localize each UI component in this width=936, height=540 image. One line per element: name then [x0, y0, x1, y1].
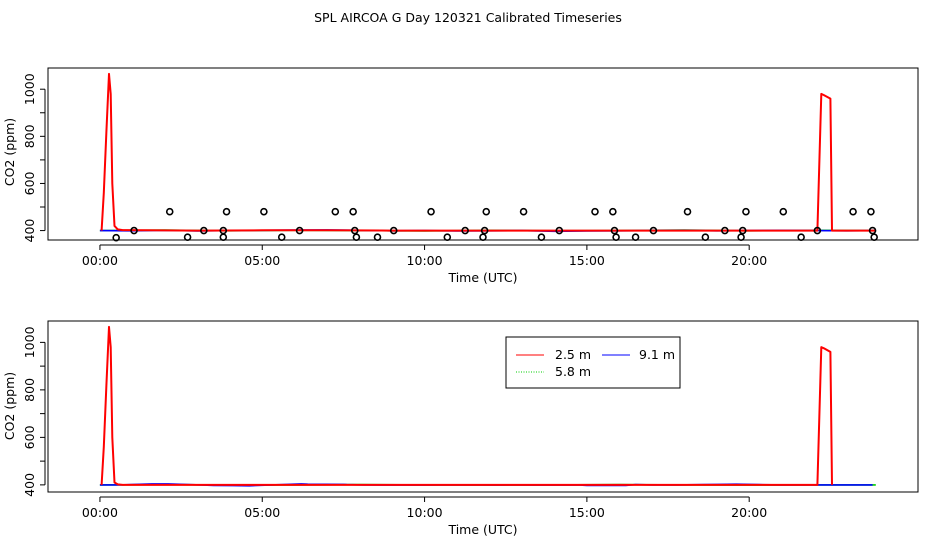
- data-point-marker: [200, 226, 208, 235]
- legend-box: [505, 336, 681, 389]
- data-point-marker: [683, 207, 692, 216]
- x-axis-ticks: 00:00 05:00 10:00 15:00 20:00: [82, 244, 767, 268]
- plot-frame: [47, 320, 919, 493]
- data-point-marker: [555, 226, 564, 235]
- data-point-marker: [427, 207, 435, 216]
- data-point-marker: [649, 226, 658, 235]
- x-tick-label: 00:00: [82, 253, 118, 268]
- figure-title: SPL AIRCOA G Day 120321 Calibrated Times…: [314, 10, 622, 25]
- series-layer: [99, 72, 876, 233]
- data-point-marker: [701, 233, 710, 241]
- data-point-marker: [737, 233, 745, 241]
- data-point-marker: [721, 226, 729, 235]
- data-point-marker: [479, 233, 487, 241]
- y-axis-ticks: 400 600 800 1000: [22, 73, 46, 243]
- x-tick-label: 10:00: [407, 505, 443, 520]
- data-point-marker: [350, 226, 359, 235]
- x-axis-ticks: 00:00 05:00 10:00 15:00 20:00: [82, 496, 767, 520]
- data-point-marker: [295, 226, 304, 235]
- data-point-marker: [519, 207, 528, 216]
- data-point-marker: [461, 226, 469, 235]
- data-point-marker: [219, 226, 228, 235]
- series-layer: [99, 325, 876, 487]
- data-point-marker: [480, 226, 489, 235]
- x-tick-label: 00:00: [82, 505, 118, 520]
- data-point-marker: [813, 226, 822, 235]
- y-axis-ticks: 400 600 800 1000: [22, 326, 46, 497]
- data-point-marker: [742, 207, 750, 216]
- marker-layer: [112, 207, 878, 242]
- y-tick-label: 600: [22, 425, 37, 449]
- data-point-marker: [867, 207, 875, 216]
- data-point-marker: [591, 207, 599, 216]
- x-tick-label: 20:00: [731, 505, 767, 520]
- data-point-marker: [389, 226, 398, 235]
- x-axis-label: Time (UTC): [447, 270, 517, 285]
- y-axis-label: CO2 (ppm): [2, 118, 17, 186]
- data-point-marker: [849, 207, 857, 216]
- data-point-marker: [870, 233, 878, 241]
- y-tick-label: 1000: [22, 326, 37, 358]
- y-tick-label: 800: [22, 124, 37, 148]
- series-line-2-5-m: [100, 72, 876, 232]
- data-point-marker: [130, 226, 138, 235]
- y-tick-label: 1000: [22, 73, 37, 105]
- data-point-marker: [537, 233, 546, 241]
- data-point-marker: [183, 233, 192, 241]
- series-line-2-5-m: [100, 325, 833, 486]
- data-point-marker: [331, 207, 340, 216]
- x-tick-label: 15:00: [569, 505, 605, 520]
- legend-label-9-1m: 9.1 m: [639, 347, 675, 362]
- top-panel: 00:00 05:00 10:00 15:00 20:00 4006008001000 …: [2, 67, 919, 285]
- bottom-panel: 00:00 05:00 10:00 15:00 20:00 4006008001000 …: [2, 320, 919, 537]
- x-tick-label: 05:00: [244, 505, 280, 520]
- data-point-marker: [352, 233, 361, 241]
- data-point-marker: [797, 233, 805, 241]
- data-point-marker: [222, 207, 231, 216]
- y-tick-label: 600: [22, 171, 37, 195]
- x-tick-label: 20:00: [731, 253, 767, 268]
- data-point-marker: [349, 207, 357, 216]
- y-axis-label: CO2 (ppm): [2, 372, 17, 440]
- legend-label-2-5m: 2.5 m: [555, 347, 591, 362]
- data-point-marker: [165, 207, 174, 216]
- x-tick-label: 10:00: [407, 253, 443, 268]
- data-point-marker: [482, 207, 491, 216]
- x-tick-label: 15:00: [569, 253, 605, 268]
- data-point-marker: [609, 207, 617, 216]
- data-point-marker: [112, 233, 120, 242]
- data-point-marker: [612, 233, 620, 241]
- data-point-marker: [868, 226, 877, 235]
- legend-label-5-8m: 5.8 m: [555, 364, 591, 379]
- data-point-marker: [277, 233, 286, 241]
- y-tick-label: 400: [22, 219, 37, 243]
- data-point-marker: [443, 233, 452, 241]
- x-axis-label: Time (UTC): [447, 522, 517, 537]
- x-tick-label: 05:00: [244, 253, 280, 268]
- plot-frame: [47, 67, 919, 241]
- data-point-marker: [260, 207, 268, 216]
- y-tick-label: 400: [22, 473, 37, 497]
- data-point-marker: [631, 233, 640, 241]
- data-point-marker: [219, 233, 228, 241]
- data-point-marker: [610, 226, 619, 235]
- data-point-marker: [373, 233, 382, 241]
- legend: 2.5 m 9.1 m 5.8 m: [505, 336, 681, 389]
- y-tick-label: 800: [22, 378, 37, 402]
- data-point-marker: [779, 207, 788, 216]
- data-point-marker: [738, 226, 747, 235]
